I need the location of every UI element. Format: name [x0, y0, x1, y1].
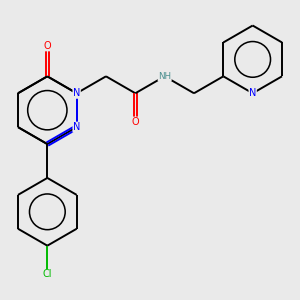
Text: O: O: [131, 117, 139, 127]
Text: NH: NH: [158, 72, 171, 81]
Text: O: O: [44, 41, 51, 51]
Text: Cl: Cl: [43, 269, 52, 280]
Text: N: N: [73, 88, 80, 98]
Text: N: N: [73, 122, 80, 132]
Text: N: N: [249, 88, 256, 98]
